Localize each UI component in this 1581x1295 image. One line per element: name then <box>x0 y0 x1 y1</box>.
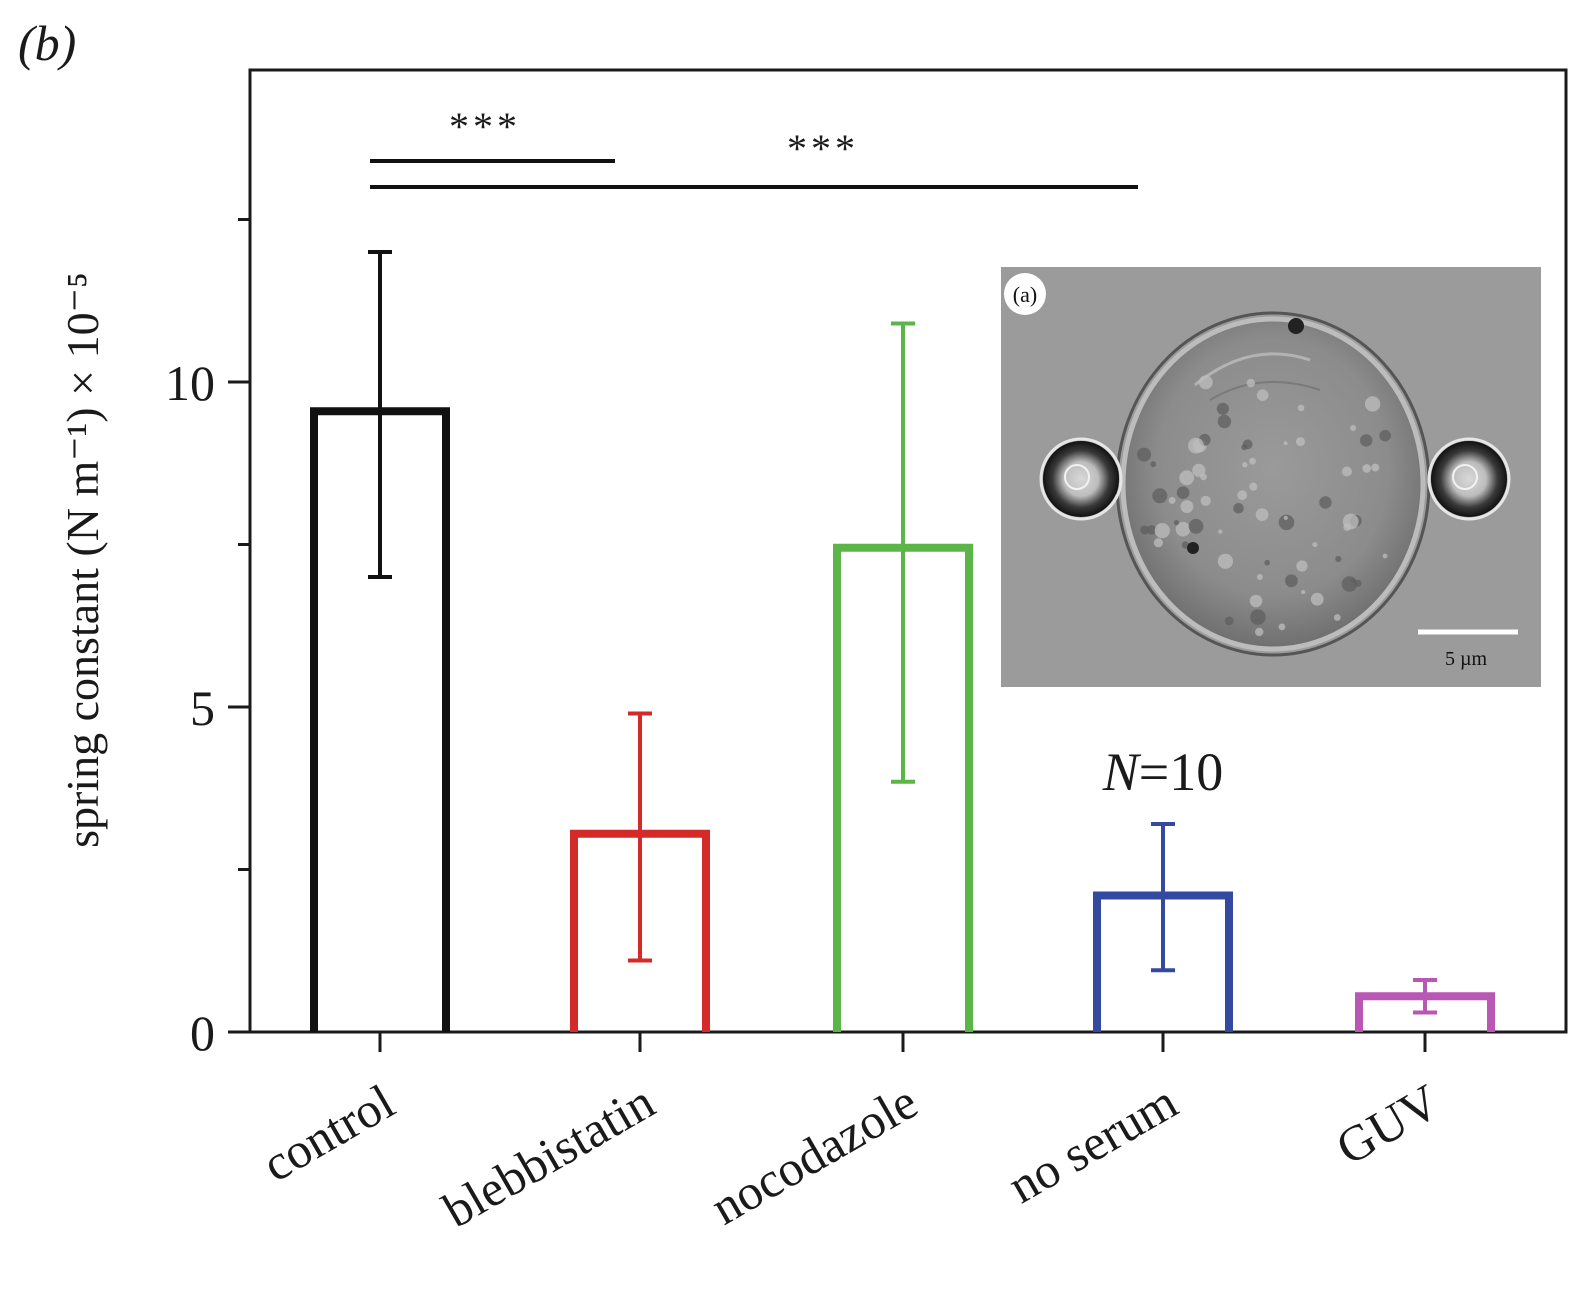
bead <box>1043 441 1119 517</box>
x-tick-label: blebbistatin <box>433 1073 663 1238</box>
cell-granule <box>1216 402 1229 415</box>
cell-granule <box>1362 464 1371 473</box>
plot-frame <box>248 68 1568 1034</box>
cell-granule <box>1350 425 1357 431</box>
cell-dark-spot <box>1187 542 1199 554</box>
cell-granule <box>1198 375 1213 390</box>
cell-texture-arc <box>1209 381 1321 401</box>
cell-granule <box>1264 559 1270 566</box>
cell-granule <box>1150 461 1157 468</box>
cell-granule <box>1319 496 1332 509</box>
inset-label: (a) <box>1013 282 1037 307</box>
cell-granule <box>1246 378 1256 388</box>
cell-granule <box>1301 589 1306 595</box>
x-tick-label: no serum <box>999 1073 1187 1214</box>
cell-granule <box>1192 463 1206 477</box>
cell-granule <box>1153 538 1163 548</box>
bead-halo <box>1427 437 1511 521</box>
cell-granule <box>1283 515 1288 521</box>
cell-granule <box>1168 496 1176 504</box>
cell-granule <box>1237 490 1248 501</box>
y-axis-label: spring constant (N m⁻¹) × 10⁻⁵ <box>57 272 108 848</box>
cell-granule <box>1364 396 1381 412</box>
cell-granule <box>1278 514 1295 531</box>
cell-granule <box>1140 525 1150 535</box>
cell-granule <box>1217 414 1232 429</box>
cell-granule <box>1296 560 1308 572</box>
cell-granule <box>1200 473 1207 481</box>
bead-ring <box>1452 464 1478 490</box>
cell-granule <box>1335 555 1342 563</box>
cell-granule <box>1241 444 1248 451</box>
cell-granule <box>1188 518 1204 534</box>
x-tick-label: control <box>253 1073 404 1192</box>
cell-granule <box>1296 437 1305 447</box>
scale-bar-label: 5 µm <box>1445 648 1488 670</box>
bead-ring <box>1064 464 1090 490</box>
cell-granule <box>1200 495 1211 506</box>
significance-label: *** <box>449 104 521 149</box>
cell-granule <box>1360 434 1373 447</box>
significance-label: *** <box>787 126 859 171</box>
cell-granule <box>1371 463 1380 472</box>
cell-granule <box>1249 594 1263 608</box>
cell-granule <box>1379 429 1391 442</box>
cell-granule <box>1342 513 1359 530</box>
y-tick-label: 5 <box>190 680 215 736</box>
cell-granule <box>1249 457 1256 465</box>
cell-dark-spot <box>1288 318 1304 334</box>
inset-label-badge <box>1004 273 1046 315</box>
microscopy-inset: 5 µm (a) <box>1001 267 1541 687</box>
bead-halo <box>1039 437 1123 521</box>
cell-granule <box>1224 616 1234 626</box>
cell-granule <box>1333 614 1341 621</box>
sample-size-annotation: N=10 <box>1102 742 1224 802</box>
cell-granule <box>1249 482 1258 491</box>
cell-granule <box>1255 508 1269 521</box>
cell-granule <box>1146 525 1157 535</box>
bead <box>1431 441 1507 517</box>
cell-granule <box>1233 503 1244 514</box>
x-tick-label: GUV <box>1327 1073 1449 1176</box>
cell-granule <box>1297 404 1305 412</box>
y-tick-label: 10 <box>165 355 215 411</box>
cell-granule <box>1310 592 1324 606</box>
cell-granule <box>1283 441 1288 446</box>
cell-granule <box>1180 500 1194 514</box>
cell-granule <box>1285 574 1298 588</box>
cell-granule <box>1242 462 1248 468</box>
cell-granule <box>1188 437 1204 454</box>
cell-granule <box>1154 523 1170 539</box>
panel-label: (b) <box>18 15 76 71</box>
cell-granule <box>1176 486 1190 500</box>
cell-granule <box>1175 521 1191 537</box>
cell-granule <box>1152 488 1168 504</box>
cell-granule <box>1256 389 1269 402</box>
cell-granule <box>1278 623 1286 631</box>
cell-granule <box>1250 609 1266 625</box>
cell-granule <box>1341 576 1358 592</box>
cell-granule <box>1137 447 1151 462</box>
cell-granule <box>1256 574 1263 580</box>
cell-granule <box>1382 553 1388 559</box>
cell <box>1120 316 1426 652</box>
cell-granule <box>1179 470 1195 486</box>
cell-granule <box>1312 542 1318 548</box>
x-tick-label: nocodazole <box>701 1073 926 1235</box>
cell-granule <box>1255 627 1264 637</box>
cell-granule <box>1341 466 1352 477</box>
cell-granule <box>1217 553 1233 569</box>
cell-granule <box>1218 529 1223 534</box>
cell-granule <box>1173 520 1179 526</box>
y-tick-label: 0 <box>190 1005 215 1061</box>
